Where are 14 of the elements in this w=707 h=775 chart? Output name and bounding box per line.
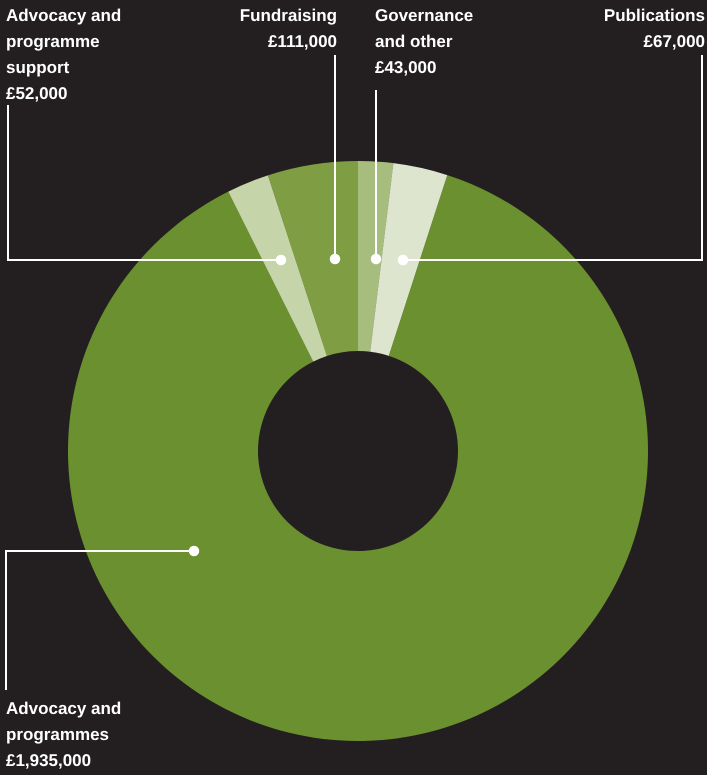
donut-slice	[358, 161, 394, 352]
slice-label: Governance and other	[375, 6, 474, 51]
data-label: £111,000	[268, 32, 337, 51]
donut-slice	[268, 161, 358, 356]
slice-label: Fundraising	[240, 6, 337, 25]
slice-label: Advocacy and programmes	[6, 699, 122, 744]
data-label: £67,000	[644, 32, 705, 51]
donut-slice	[370, 163, 448, 356]
data-label: £43,000	[375, 58, 436, 77]
donut-slice	[228, 175, 327, 362]
data-label: £1,935,000	[6, 751, 92, 770]
slice-label: Advocacy and programme support	[6, 6, 122, 77]
data-label: £52,000	[6, 84, 68, 103]
slice-label: Publications	[604, 6, 705, 25]
